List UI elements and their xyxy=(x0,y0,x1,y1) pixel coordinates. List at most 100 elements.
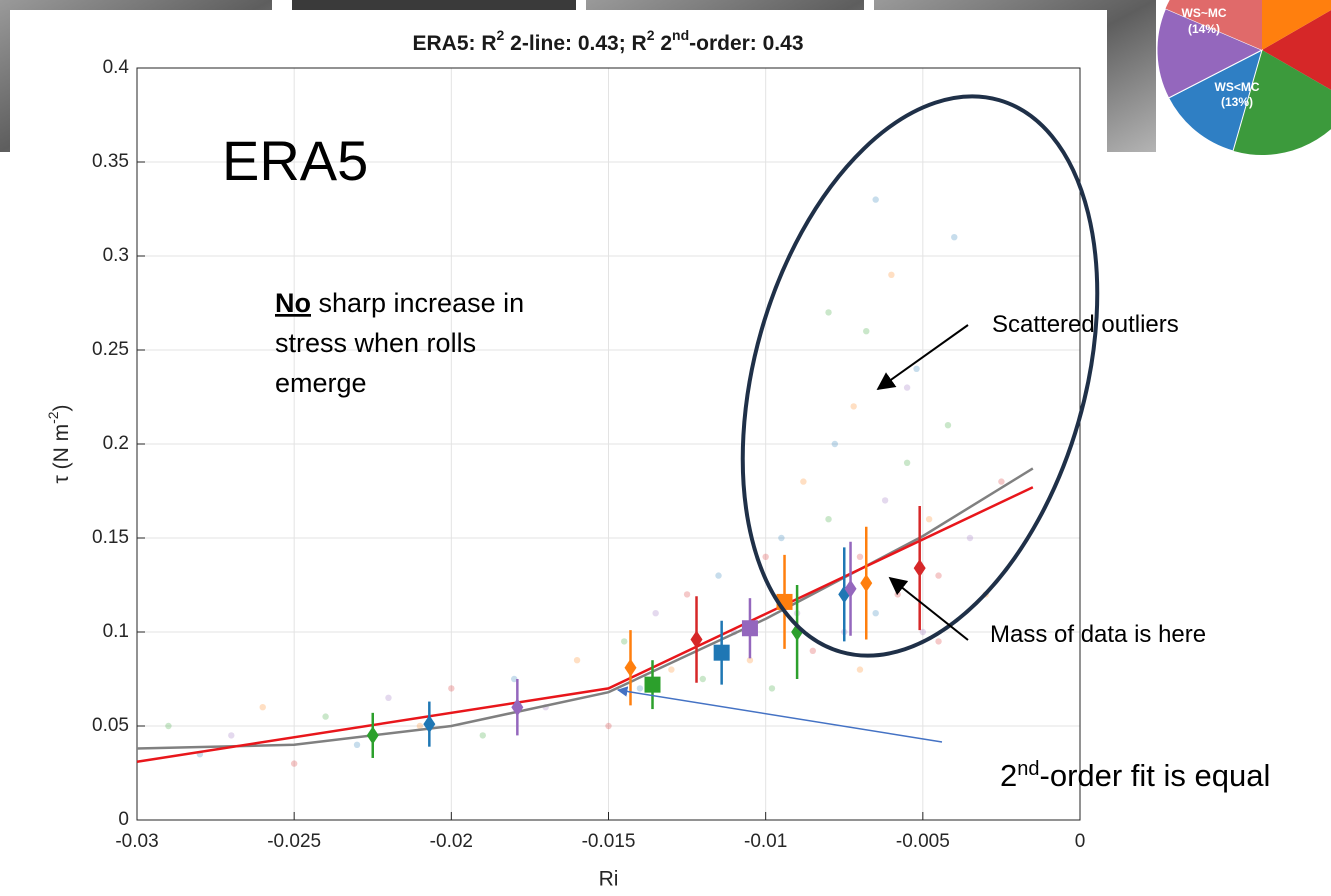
scatter-point xyxy=(944,422,952,429)
x-tick-label: -0.015 xyxy=(582,831,636,852)
y-tick-label: 0.4 xyxy=(103,57,130,78)
scatter-point xyxy=(903,384,911,391)
square-marker xyxy=(713,644,730,661)
pie-slice xyxy=(1233,50,1331,155)
note-part: sharp increase in xyxy=(311,288,524,318)
diamond-marker xyxy=(366,726,379,745)
diamond-marker xyxy=(511,698,524,717)
diamond-marker xyxy=(624,658,637,677)
scatter-point xyxy=(652,610,659,617)
scatter-point xyxy=(925,516,933,523)
scatter-point xyxy=(825,516,832,523)
pie-value-label: (14%) xyxy=(1188,22,1220,36)
title-part: 2 xyxy=(655,32,673,55)
x-tick-label: -0.005 xyxy=(896,831,950,852)
scatter-point xyxy=(872,196,879,203)
annotation: Mass of data is here xyxy=(990,621,1206,648)
scatter-point xyxy=(894,591,901,598)
scatter-point xyxy=(935,638,942,645)
scatter-point xyxy=(919,628,927,636)
big-label: ERA5 xyxy=(222,129,368,192)
scatter-point xyxy=(998,478,1005,485)
x-axis-label: Ri xyxy=(599,868,619,891)
diamond-marker xyxy=(423,715,436,734)
scatter-point xyxy=(165,722,172,730)
note: stress when rolls xyxy=(275,328,476,358)
scatter-point xyxy=(881,497,889,504)
diamond-marker xyxy=(690,630,703,649)
diamond-marker xyxy=(913,559,926,578)
note: No sharp increase in xyxy=(275,288,524,318)
note: emerge xyxy=(275,368,367,398)
scatter-point xyxy=(746,657,754,664)
square-marker xyxy=(644,676,661,693)
scatter-point xyxy=(416,722,424,730)
pie-slice xyxy=(1156,7,1264,99)
scatter-point xyxy=(903,459,911,466)
scatter-point xyxy=(856,666,864,673)
scatter-point xyxy=(872,610,879,617)
scatter-point xyxy=(636,685,644,692)
axes-box xyxy=(136,67,1081,821)
x-tick-label: 0 xyxy=(1075,831,1086,852)
pie-slice xyxy=(1262,10,1331,90)
pie-slice xyxy=(1165,0,1262,50)
title-part: 2 xyxy=(497,27,505,43)
scatter-point xyxy=(385,694,392,701)
scatter-point xyxy=(850,403,857,410)
scatter-point xyxy=(863,328,870,335)
scatter-point xyxy=(809,647,817,654)
y-tick-label: 0.35 xyxy=(92,151,129,172)
scatter-point xyxy=(683,591,691,598)
scatter-point xyxy=(888,271,895,278)
scatter-point xyxy=(856,553,864,560)
title-part: 2 xyxy=(647,27,655,43)
scatter-point xyxy=(762,553,769,560)
scatter-point xyxy=(573,657,581,664)
title-part: nd xyxy=(672,27,689,43)
scatter-point xyxy=(715,572,722,579)
scatter-point xyxy=(290,760,298,767)
diamond-marker xyxy=(860,574,873,593)
y-tick-label: 0 xyxy=(118,809,129,830)
y-tick-label: 0.25 xyxy=(92,339,129,360)
scatter-point xyxy=(322,713,329,720)
scatter-point xyxy=(699,675,706,683)
chart-title: ERA5: R2 2-line: 0.43; R2 2nd-order: 0.4… xyxy=(413,27,804,55)
square-marker xyxy=(741,620,758,637)
pie-slice xyxy=(1167,49,1263,152)
annotation: 2nd-order fit is equal xyxy=(1000,758,1270,793)
plot: -0.03 -0.025 -0.02 -0.015 -0.01 -0.005 0 0 0.05 0… xyxy=(45,57,1100,891)
arrow xyxy=(888,576,969,641)
note-bold: No xyxy=(275,288,311,318)
y-tick-label: 0.05 xyxy=(92,715,129,736)
scatter-point xyxy=(778,534,785,542)
scatter-point xyxy=(479,732,486,739)
arrow xyxy=(616,686,943,743)
chart-panel xyxy=(10,10,1107,896)
pie-value-label: (13%) xyxy=(1221,95,1253,109)
pie-slice xyxy=(1262,0,1331,50)
y-tick-label: 0.15 xyxy=(92,527,129,548)
y-label-part: ) xyxy=(50,404,73,411)
scatter-point xyxy=(966,534,974,542)
scatter-point xyxy=(259,704,266,711)
scatter-point xyxy=(228,732,235,739)
fit-note-part: 2 xyxy=(1000,758,1017,793)
scatter-point xyxy=(605,722,612,730)
y-label-part: -2 xyxy=(45,411,61,424)
scatter-point xyxy=(913,365,920,372)
scatter-point xyxy=(668,666,675,673)
diamond-marker xyxy=(844,579,857,598)
scatter-point xyxy=(951,234,958,241)
x-tick-label: -0.03 xyxy=(115,831,158,852)
y-label-part: τ (N m xyxy=(50,424,73,484)
fit-note-part: nd xyxy=(1017,758,1039,780)
scatter-point xyxy=(621,638,628,645)
scatter-point xyxy=(831,440,839,448)
y-tick-label: 0.3 xyxy=(103,245,129,266)
y-tick-label: 0.2 xyxy=(103,433,129,454)
scatter-point xyxy=(511,675,518,683)
scatter-point xyxy=(825,309,832,316)
